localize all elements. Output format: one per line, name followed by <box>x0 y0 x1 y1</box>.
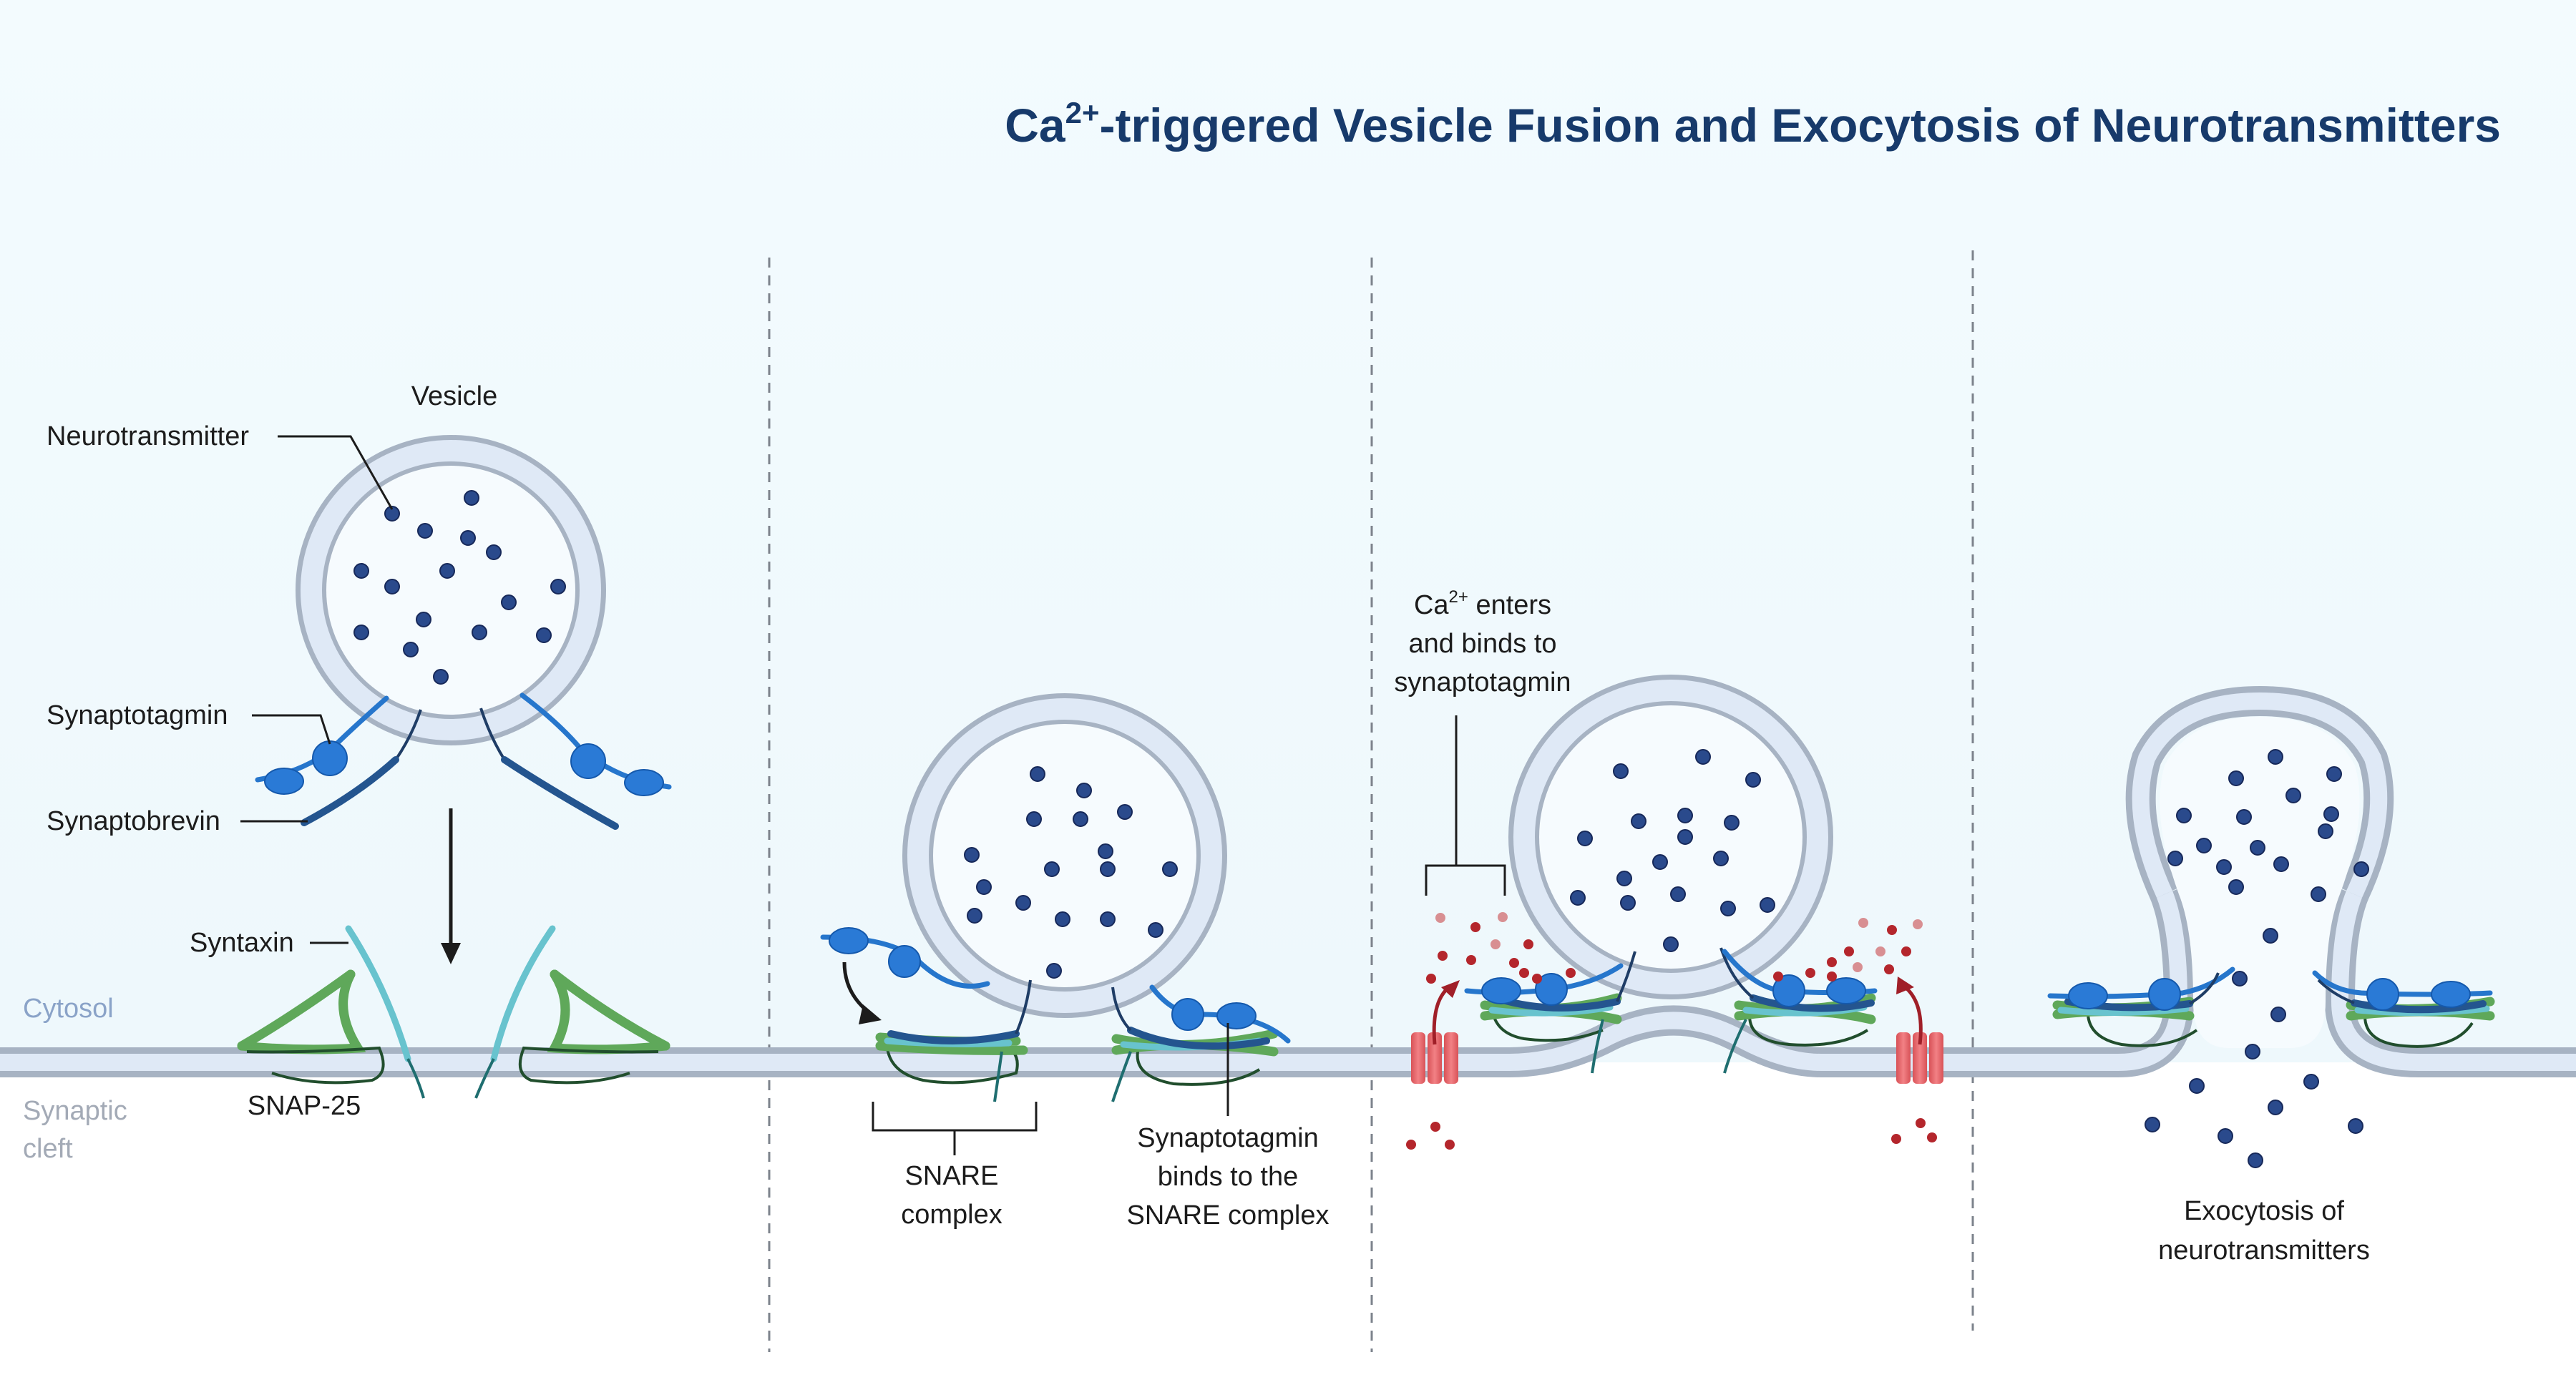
synaptic-cleft-label-1: Synaptic <box>23 1096 127 1126</box>
cytosol-label: Cytosol <box>23 994 114 1024</box>
snare-complex-left-p3 <box>1464 951 1636 1074</box>
snare-complex-left-p2 <box>875 979 1032 1102</box>
snap25-label: SNAP-25 <box>248 1091 361 1121</box>
panel-1: Vesicle Neurotransmitter Synaptotagmin S… <box>47 381 672 1121</box>
neurotransmitters-p1 <box>353 490 566 685</box>
synaptotagmin-free-p2 <box>820 927 990 1024</box>
synaptic-cleft-label-2: cleft <box>23 1134 73 1164</box>
synaptobrevin-label: Synaptobrevin <box>47 806 220 836</box>
snare-complex-right-p2 <box>1111 984 1291 1102</box>
snare-complex-right-p3 <box>1719 947 1878 1074</box>
synaptotagmin-binds-label-1: Synaptotagmin <box>1137 1123 1319 1153</box>
syntaxin-p1 <box>345 925 556 1099</box>
snare-complex-right-p4 <box>2312 970 2495 1048</box>
calcium-channel-left <box>1411 980 1460 1084</box>
snare-complex-left-p4 <box>2047 966 2235 1047</box>
diagram-title: Ca2+-triggered Vesicle Fusion and Exocyt… <box>1005 96 2501 152</box>
synaptotagmin-binds-label-2: binds to the <box>1158 1162 1298 1192</box>
snare-complex-label-2: complex <box>901 1200 1002 1230</box>
panel-4: Exocytosis of neurotransmitters <box>2047 685 2495 1266</box>
neurotransmitters-p4 <box>2145 749 2369 1168</box>
synaptic-cleft-area <box>0 1062 2576 1395</box>
approach-arrow <box>441 808 461 964</box>
syntaxin-label: Syntaxin <box>190 928 294 958</box>
calcium-enters-label-2: and binds to <box>1408 629 1556 659</box>
synaptotagmin-label: Synaptotagmin <box>47 700 228 730</box>
calcium-enters-label-3: synaptotagmin <box>1394 667 1571 698</box>
neurotransmitters-p3 <box>1570 749 1775 952</box>
calcium-ions <box>1406 912 1937 1150</box>
calcium-channel-right <box>1896 976 1943 1084</box>
neurotransmitters-p2 <box>964 766 1178 979</box>
synaptobrevin-p1 <box>301 708 619 830</box>
calcium-enters-label-1: Ca2+ enters <box>1414 587 1551 620</box>
synaptotagmin-binds-label-3: SNARE complex <box>1127 1200 1330 1230</box>
synaptotagmin-left-p1 <box>255 695 389 795</box>
exocytosis-label-2: neurotransmitters <box>2158 1235 2370 1266</box>
exocytosis-label-1: Exocytosis of <box>2184 1196 2344 1226</box>
panel-3: Ca2+ enters and binds to synaptotagmin <box>1394 587 1943 1150</box>
neurotransmitter-label: Neurotransmitter <box>47 421 249 451</box>
panel-2: SNARE complex Synaptotagmin binds to the… <box>820 693 1330 1230</box>
synaptotagmin-right-p1 <box>519 692 672 796</box>
snap25-p1 <box>237 969 670 1085</box>
vesicle-label: Vesicle <box>411 381 497 411</box>
snare-complex-label-1: SNARE <box>905 1161 999 1191</box>
